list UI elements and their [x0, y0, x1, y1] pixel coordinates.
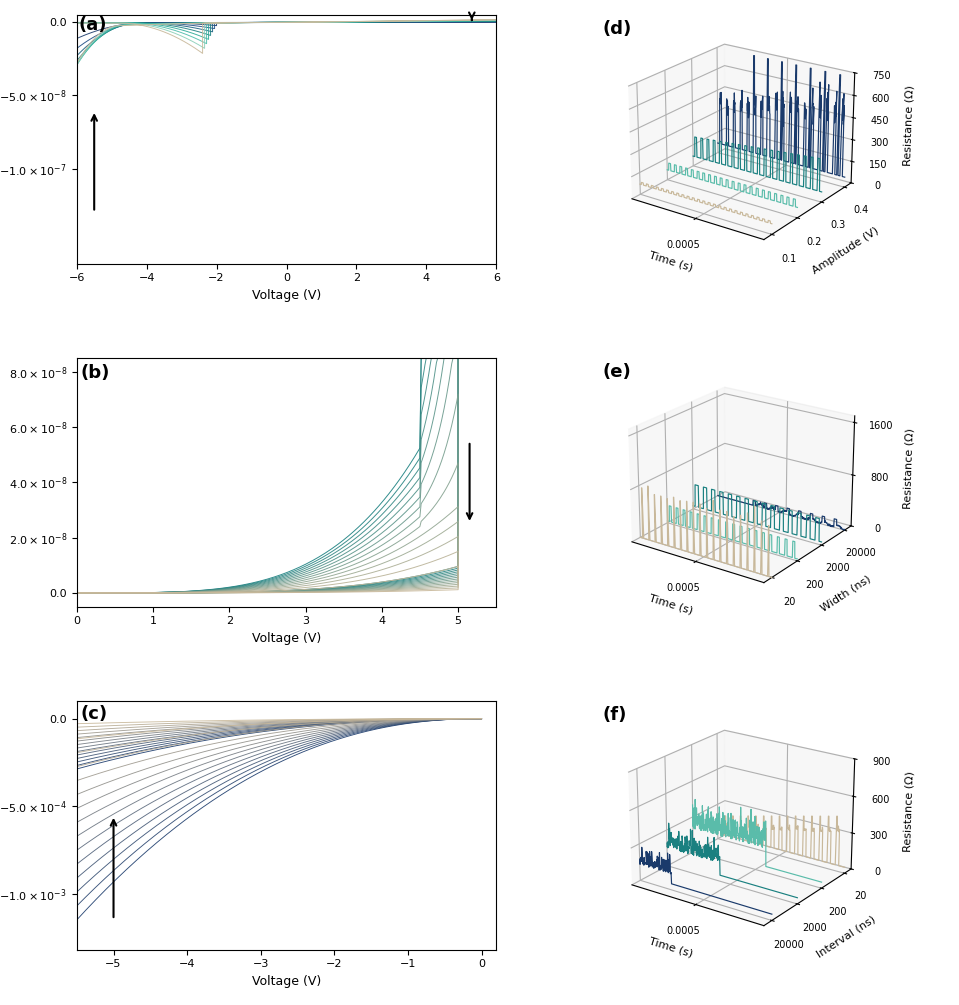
- Text: (a): (a): [79, 16, 107, 34]
- Y-axis label: Amplitude (V): Amplitude (V): [811, 225, 881, 275]
- Text: (e): (e): [603, 363, 632, 381]
- Text: (f): (f): [603, 707, 627, 725]
- Text: (b): (b): [81, 364, 110, 382]
- X-axis label: Voltage (V): Voltage (V): [252, 288, 321, 302]
- Text: (c): (c): [81, 705, 107, 723]
- X-axis label: Time (s): Time (s): [648, 593, 694, 615]
- X-axis label: Time (s): Time (s): [648, 936, 694, 959]
- Y-axis label: Current (A): Current (A): [0, 448, 3, 517]
- Y-axis label: Width (ns): Width (ns): [819, 574, 873, 613]
- X-axis label: Voltage (V): Voltage (V): [252, 632, 321, 645]
- Text: (d): (d): [603, 20, 632, 38]
- Y-axis label: Interval (ns): Interval (ns): [815, 914, 877, 960]
- X-axis label: Voltage (V): Voltage (V): [252, 975, 321, 988]
- X-axis label: Time (s): Time (s): [648, 249, 694, 272]
